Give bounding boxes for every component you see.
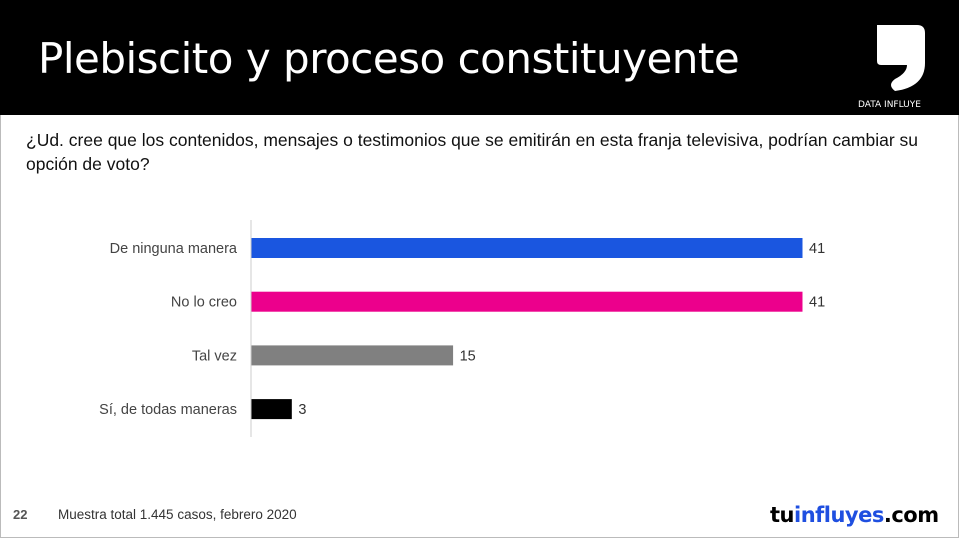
data-label: 41 (809, 241, 825, 257)
data-label: 3 (298, 402, 306, 418)
page-title: Plebiscito y proceso constituyente (38, 34, 740, 83)
category-label: No lo creo (171, 295, 237, 311)
page-number: 22 (13, 507, 28, 522)
sample-note: Muestra total 1.445 casos, febrero 2020 (58, 507, 297, 522)
survey-question: ¿Ud. cree que los contenidos, mensajes o… (26, 130, 918, 174)
logo-text: DATA INFLUYE (858, 100, 921, 110)
bar (251, 399, 292, 420)
category-label: De ninguna manera (110, 241, 238, 257)
brand-logo: tuinfluyes.com (770, 503, 939, 527)
data-label: 15 (460, 348, 476, 364)
header-bar: Plebiscito y proceso constituyente DATA … (0, 0, 959, 115)
brand-part: .com (883, 503, 939, 527)
comma-logo-icon (877, 25, 925, 91)
brand-part: tu (770, 503, 795, 527)
bar (251, 291, 803, 312)
brand-part: influyes (794, 503, 884, 527)
category-label: Tal vez (192, 348, 237, 364)
bar (251, 345, 454, 366)
category-label: Sí, de todas maneras (99, 402, 237, 418)
bar (251, 238, 803, 258)
data-label: 41 (809, 295, 825, 311)
